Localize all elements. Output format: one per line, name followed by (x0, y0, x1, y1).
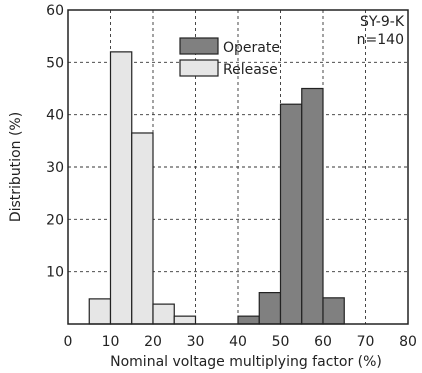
bar-operate (322, 297, 345, 325)
bar-operate (258, 292, 282, 325)
legend-swatch-release (179, 59, 219, 77)
plot-frame (67, 9, 409, 325)
legend: Operate Release (179, 37, 280, 78)
annotation-text: n=140 (357, 32, 404, 48)
bar-release (152, 303, 175, 325)
x-tick-label: 60 (314, 334, 332, 350)
bar-operate (279, 103, 303, 325)
x-tick-label: 50 (272, 334, 290, 350)
x-tick-label: 20 (144, 334, 162, 350)
bar-release (173, 315, 197, 325)
bar-release (131, 132, 154, 325)
x-tick-label: 80 (399, 334, 417, 350)
x-tick-label: 10 (102, 334, 120, 350)
x-tick-label: 0 (64, 334, 73, 350)
y-tick-label: 60 (46, 3, 64, 19)
y-tick-label: 20 (46, 212, 64, 228)
annotations: SY-9-K n=140 (357, 14, 405, 48)
y-tick-label: 40 (46, 108, 64, 124)
y-tick-label: 10 (46, 265, 64, 281)
bar-release (88, 298, 112, 325)
x-tick-label: 40 (229, 334, 247, 350)
legend-label-operate: Operate (223, 40, 280, 56)
axis-ticks: 0 10 20 30 40 50 60 70 80 10 20 30 40 50 60 (46, 3, 417, 350)
x-tick-label: 30 (187, 334, 205, 350)
bars (88, 51, 345, 325)
legend-swatch-operate (179, 37, 219, 55)
bar-operate (237, 315, 260, 325)
y-axis-title: Distribution (%) (8, 112, 24, 222)
bar-release (109, 51, 133, 325)
y-tick-label: 50 (46, 55, 64, 71)
x-axis-title: Nominal voltage multiplying factor (%) (110, 354, 382, 370)
annotation-text: SY-9-K (360, 14, 405, 30)
y-tick-label: 30 (46, 160, 64, 176)
bar-operate (301, 87, 324, 325)
legend-label-release: Release (223, 62, 278, 78)
x-tick-label: 70 (357, 334, 375, 350)
